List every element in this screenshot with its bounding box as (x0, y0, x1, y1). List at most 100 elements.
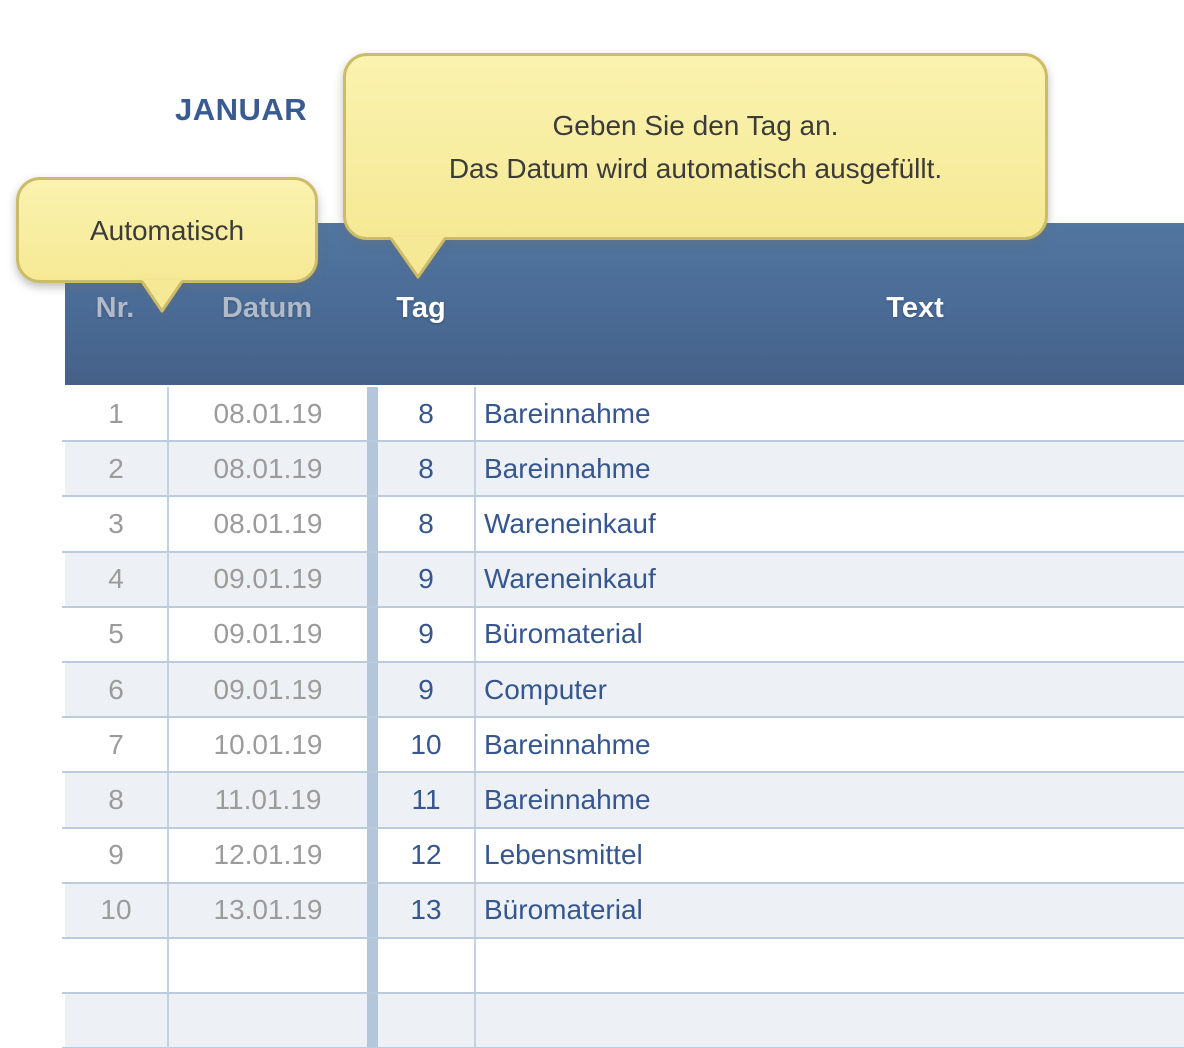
tag-callout-text-line1: Geben Sie den Tag an. (552, 109, 839, 141)
column-gridline (167, 828, 169, 882)
cell-nr[interactable]: 10 (65, 883, 167, 937)
column-gridline (167, 938, 169, 993)
sheet-title[interactable]: JANUAR (175, 92, 308, 127)
table-row: 8 11.01.19 11 Bareinnahme (62, 773, 1184, 829)
table-row: 3 08.01.19 8 Wareneinkauf (62, 497, 1184, 553)
column-gridline (474, 662, 476, 717)
cell-text[interactable]: Bareinnahme (476, 387, 1184, 441)
cell-text[interactable]: Bareinnahme (476, 442, 1184, 496)
cell-text[interactable]: Bareinnahme (476, 718, 1184, 772)
cell-tag[interactable]: 8 (378, 387, 474, 441)
column-divider (367, 497, 378, 551)
column-gridline (167, 442, 169, 496)
cell-text[interactable]: Wareneinkauf (476, 552, 1184, 606)
column-divider (367, 607, 378, 661)
cell-text[interactable]: Büromaterial (476, 607, 1184, 661)
cell-nr[interactable]: 7 (65, 718, 167, 772)
cell-text[interactable]: Wareneinkauf (476, 497, 1184, 551)
automatisch-callout: Automatisch (16, 177, 318, 283)
cell-datum[interactable]: 13.01.19 (169, 883, 367, 937)
cell-nr[interactable]: 5 (65, 607, 167, 661)
column-divider (367, 718, 378, 772)
table-row: 9 12.01.19 12 Lebensmittel (62, 828, 1184, 884)
table-row (62, 994, 1184, 1048)
column-divider (367, 938, 378, 993)
column-divider (367, 387, 378, 441)
cell-text[interactable]: Büromaterial (476, 883, 1184, 937)
cell-datum[interactable]: 08.01.19 (169, 387, 367, 441)
cell-datum[interactable]: 11.01.19 (169, 773, 367, 827)
cell-datum[interactable]: 12.01.19 (169, 828, 367, 882)
column-header-text[interactable]: Text (886, 292, 944, 324)
cell-datum[interactable]: 10.01.19 (169, 718, 367, 772)
automatisch-callout-text: Automatisch (89, 214, 245, 246)
cell-tag[interactable]: 12 (378, 828, 474, 882)
cell-tag[interactable]: 8 (378, 442, 474, 496)
cell-nr[interactable]: 4 (65, 552, 167, 606)
cell-text[interactable]: Bareinnahme (476, 773, 1184, 827)
cell-tag[interactable] (378, 994, 474, 1048)
cell-datum[interactable]: 09.01.19 (169, 552, 367, 606)
column-gridline (167, 552, 169, 606)
cell-text[interactable] (476, 938, 1184, 993)
table-row: 10 13.01.19 13 Büromaterial (62, 883, 1184, 939)
column-divider (367, 773, 378, 827)
column-gridline (474, 994, 476, 1048)
column-gridline (474, 552, 476, 606)
column-header-nr[interactable]: Nr. (95, 292, 135, 324)
cell-nr[interactable] (65, 994, 167, 1048)
cell-tag[interactable]: 11 (378, 773, 474, 827)
column-divider (367, 883, 378, 937)
cell-tag[interactable]: 9 (378, 662, 474, 717)
table-row: 4 09.01.19 9 Wareneinkauf (62, 552, 1184, 608)
column-gridline (167, 497, 169, 551)
tag-callout-text-line2: Das Datum wird automatisch ausgefüllt. (448, 152, 943, 184)
cell-nr[interactable]: 2 (65, 442, 167, 496)
cell-tag[interactable] (378, 938, 474, 993)
cell-tag[interactable]: 9 (378, 607, 474, 661)
column-gridline (167, 773, 169, 827)
column-header-datum[interactable]: Datum (221, 292, 313, 324)
table-row: 1 08.01.19 8 Bareinnahme (62, 387, 1184, 443)
cell-nr[interactable]: 1 (65, 387, 167, 441)
cell-nr[interactable]: 6 (65, 662, 167, 717)
column-gridline (474, 387, 476, 441)
column-gridline (167, 883, 169, 937)
cell-nr[interactable]: 9 (65, 828, 167, 882)
cell-tag[interactable]: 9 (378, 552, 474, 606)
column-gridline (474, 718, 476, 772)
cell-nr[interactable]: 8 (65, 773, 167, 827)
tag-callout-pointer-icon (389, 237, 447, 279)
column-gridline (167, 718, 169, 772)
table-row: 6 09.01.19 9 Computer (62, 662, 1184, 719)
column-divider (367, 442, 378, 496)
cell-nr[interactable] (65, 938, 167, 993)
column-gridline (474, 828, 476, 882)
column-divider (367, 662, 378, 717)
cell-datum[interactable]: 09.01.19 (169, 662, 367, 717)
table-row (62, 938, 1184, 995)
cell-text[interactable]: Lebensmittel (476, 828, 1184, 882)
column-gridline (167, 994, 169, 1048)
cell-datum[interactable] (169, 938, 367, 993)
table-row: 5 09.01.19 9 Büromaterial (62, 607, 1184, 663)
cell-nr[interactable]: 3 (65, 497, 167, 551)
column-divider (367, 828, 378, 882)
cell-tag[interactable]: 8 (378, 497, 474, 551)
column-header-tag[interactable]: Tag (396, 292, 446, 324)
cell-datum[interactable]: 09.01.19 (169, 607, 367, 661)
cell-tag[interactable]: 10 (378, 718, 474, 772)
cell-datum[interactable]: 08.01.19 (169, 442, 367, 496)
tag-callout: Geben Sie den Tag an. Das Datum wird aut… (343, 53, 1048, 240)
cell-datum[interactable]: 08.01.19 (169, 497, 367, 551)
column-gridline (474, 883, 476, 937)
column-divider (367, 552, 378, 606)
automatisch-callout-pointer-icon (140, 280, 184, 313)
column-gridline (474, 497, 476, 551)
cell-text[interactable] (476, 994, 1184, 1048)
cell-datum[interactable] (169, 994, 367, 1048)
column-gridline (474, 938, 476, 993)
column-gridline (474, 773, 476, 827)
cell-text[interactable]: Computer (476, 662, 1184, 717)
cell-tag[interactable]: 13 (378, 883, 474, 937)
